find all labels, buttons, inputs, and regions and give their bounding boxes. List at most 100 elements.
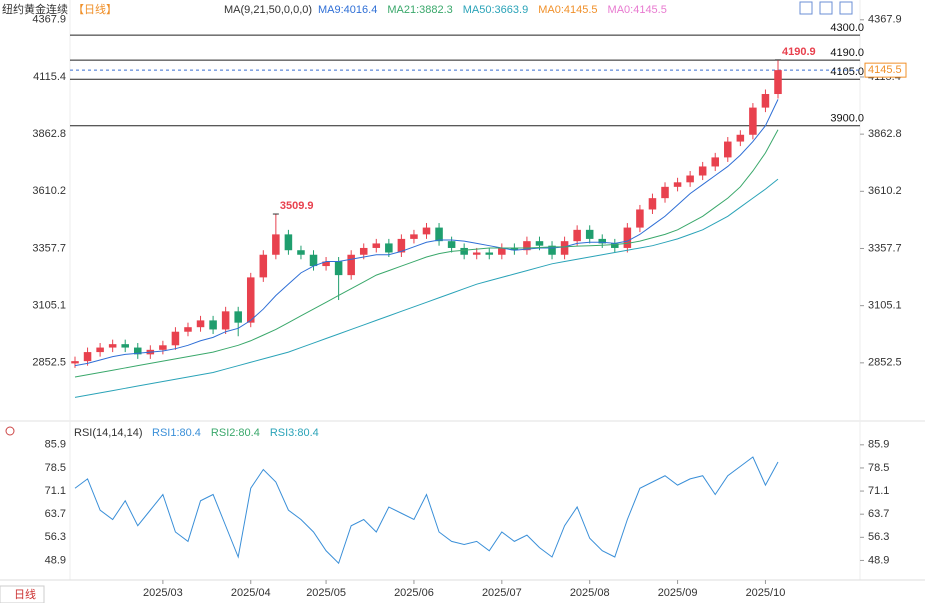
candle-body (447, 241, 456, 248)
candle-body (108, 344, 117, 348)
series-line (74, 99, 779, 367)
series-line (74, 129, 779, 378)
icon[interactable] (839, 1, 853, 15)
candle-body (422, 227, 431, 235)
period-tab-label[interactable]: 日线 (14, 587, 36, 601)
candle-body (385, 243, 393, 253)
candle-body (661, 186, 669, 199)
legend-entry: RSI3:80.4 (270, 427, 319, 439)
candle-body (585, 229, 594, 239)
candle-body (460, 247, 468, 255)
candle-body (485, 252, 494, 255)
period-tab[interactable] (0, 585, 45, 603)
y-tick-label: 3357.7 (868, 242, 902, 254)
x-tick-label: 2025/05 (306, 587, 346, 599)
candle-body (347, 254, 355, 276)
candle-body (196, 320, 205, 328)
candle-body (698, 166, 707, 176)
candle-body (736, 134, 745, 142)
candle-body (96, 347, 104, 353)
candle-body (372, 243, 381, 248)
y-tick-label: 85.9 (45, 439, 66, 451)
candle-body (510, 247, 519, 251)
candle-body (297, 250, 305, 255)
x-tick-label: 2025/04 (231, 587, 271, 599)
y-tick-label: 48.9 (45, 554, 66, 566)
candle-body (623, 227, 632, 248)
candle-body (359, 247, 368, 255)
y-tick-label: 2852.5 (868, 357, 902, 369)
settings-icon[interactable] (5, 426, 15, 436)
candle-body (272, 234, 280, 255)
candle-body (611, 243, 619, 248)
candle-body (397, 238, 406, 253)
y-tick-label: 4367.9 (32, 14, 66, 26)
candle-body (184, 327, 192, 332)
y-tick-label: 3105.1 (868, 300, 902, 312)
candle-body (711, 157, 719, 167)
candle-body (121, 344, 129, 348)
indicator: MA(9,21,50,0,0,0) (224, 4, 312, 16)
y-tick-label: 56.3 (868, 531, 889, 543)
candle-body (648, 198, 657, 210)
y-tick-label: 3862.8 (32, 128, 66, 140)
y-tick-label: 4367.9 (868, 14, 902, 26)
candle-body (774, 70, 782, 95)
series-line (74, 178, 779, 398)
candle-body (259, 254, 268, 278)
y-tick-label: 48.9 (868, 554, 889, 566)
candle-body (159, 345, 167, 350)
candle-body (673, 182, 682, 187)
toolbar-icons[interactable] (799, 1, 853, 15)
candle-body (523, 241, 531, 251)
level-label: 4300.0 (830, 22, 864, 34)
level-label: 3900.0 (830, 113, 864, 125)
candle-body (209, 320, 217, 330)
candle-body (598, 238, 607, 244)
candle-body (284, 234, 293, 251)
candle-body (761, 94, 770, 108)
candle-body (134, 347, 142, 355)
candle-body (749, 107, 757, 135)
candle-body (322, 261, 330, 267)
legend-entry: MA9:4016.4 (318, 4, 377, 16)
y-tick-label: 63.7 (868, 508, 889, 520)
candle-body (498, 247, 506, 255)
candle-body (309, 254, 318, 267)
x-tick-label: 2025/07 (482, 587, 522, 599)
y-tick-label: 71.1 (45, 485, 66, 497)
candle-body (410, 234, 418, 239)
legend-entry: MA0:4145.5 (538, 4, 597, 16)
candle-body (221, 311, 230, 330)
y-tick-label: 71.1 (868, 485, 889, 497)
y-tick-label: 4115.4 (33, 71, 66, 83)
x-tick-label: 2025/10 (746, 587, 786, 599)
legend-entry: MA0:4145.5 (608, 4, 667, 16)
candle-body (472, 252, 481, 255)
chart-title: 纽约黄金连续 (2, 2, 68, 16)
legend-entry: RSI1:80.4 (152, 427, 201, 439)
candle-body (71, 361, 79, 364)
x-tick-label: 2025/09 (658, 587, 698, 599)
level-label: 4190.0 (830, 47, 864, 59)
y-tick-label: 56.3 (45, 531, 66, 543)
level-label: 4105.0 (830, 66, 864, 78)
rsi-title: RSI(14,14,14) (74, 427, 142, 439)
icon[interactable] (799, 1, 813, 15)
y-tick-label: 3610.2 (32, 185, 66, 197)
high-annotation: 3509.9 (280, 200, 314, 212)
legend-entry: MA50:3663.9 (463, 4, 528, 16)
y-tick-label: 3610.2 (868, 185, 902, 197)
x-tick-label: 2025/08 (570, 587, 610, 599)
icon[interactable] (819, 1, 833, 15)
x-tick-label: 2025/03 (143, 587, 183, 599)
candle-body (636, 209, 644, 228)
candle-body (334, 261, 343, 276)
y-tick-label: 63.7 (45, 508, 66, 520)
candle-body (686, 175, 694, 183)
y-tick-label: 85.9 (868, 439, 889, 451)
y-tick-label: 3105.1 (32, 300, 66, 312)
x-tick-label: 2025/06 (394, 587, 434, 599)
